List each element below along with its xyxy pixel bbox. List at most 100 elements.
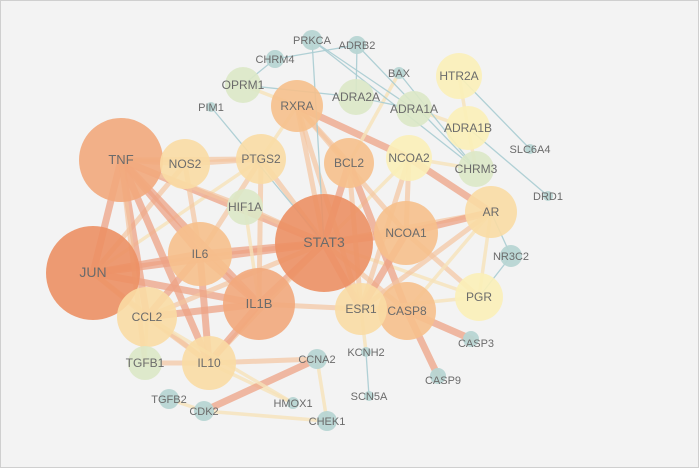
node-label-ccna2: CCNA2 bbox=[298, 354, 335, 366]
node-circle-tgfb1[interactable] bbox=[128, 346, 162, 380]
node-jun[interactable]: JUN bbox=[46, 226, 140, 320]
node-label-kcnh2: KCNH2 bbox=[347, 347, 384, 359]
node-layer: STAT3 JUN TNF IL1B IL6 NCOA1 CASP8 RXRA BCL2 ESR1… bbox=[46, 30, 563, 431]
node-circle-tgfb2[interactable] bbox=[159, 389, 179, 409]
node-circle-il1b[interactable] bbox=[223, 268, 295, 340]
node-ncoa2[interactable]: NCOA2 bbox=[386, 135, 432, 181]
node-circle-ccl2[interactable] bbox=[117, 287, 177, 347]
node-drd1[interactable]: DRD1 bbox=[533, 191, 563, 203]
node-circle-ccna2[interactable] bbox=[307, 349, 327, 369]
edge-chek1-ccna2 bbox=[315, 357, 329, 423]
node-circle-casp8[interactable] bbox=[378, 282, 436, 340]
node-oprm1[interactable]: OPRM1 bbox=[222, 67, 265, 103]
node-pim1[interactable]: PIM1 bbox=[198, 102, 224, 114]
node-hif1a[interactable]: HIF1A bbox=[227, 189, 263, 225]
node-circle-nos2[interactable] bbox=[160, 139, 210, 189]
node-hmox1[interactable]: HMOX1 bbox=[273, 397, 313, 410]
node-adra2a[interactable]: ADRA2A bbox=[332, 79, 380, 115]
node-label-il10: IL10 bbox=[197, 356, 221, 370]
node-circle-casp3[interactable] bbox=[463, 331, 479, 347]
node-circle-pgr[interactable] bbox=[455, 273, 503, 321]
node-label-htr2a: HTR2A bbox=[439, 69, 478, 83]
node-circle-hmox1[interactable] bbox=[287, 397, 299, 409]
node-chrm4[interactable]: CHRM4 bbox=[255, 50, 295, 68]
edge-cdk2-chek1 bbox=[202, 409, 329, 423]
node-casp3[interactable]: CASP3 bbox=[458, 331, 494, 350]
node-chek1[interactable]: CHEK1 bbox=[309, 411, 346, 431]
node-circle-nr3c2[interactable] bbox=[500, 245, 522, 267]
node-cdk2[interactable]: CDK2 bbox=[189, 401, 219, 421]
node-stat3[interactable]: STAT3 bbox=[275, 194, 373, 292]
node-circle-il6[interactable] bbox=[168, 222, 232, 286]
node-circle-chrm3[interactable] bbox=[458, 151, 494, 187]
node-bax[interactable]: BAX bbox=[388, 67, 411, 80]
node-ccl2[interactable]: CCL2 bbox=[117, 287, 177, 347]
node-tgfb2[interactable]: TGFB2 bbox=[151, 389, 187, 409]
node-circle-ptgs2[interactable] bbox=[236, 134, 286, 184]
node-circle-casp9[interactable] bbox=[430, 368, 446, 384]
node-label-adra1a: ADRA1A bbox=[390, 102, 438, 116]
node-ccna2[interactable]: CCNA2 bbox=[298, 349, 336, 369]
node-circle-ncoa2[interactable] bbox=[386, 135, 432, 181]
node-circle-htr2a[interactable] bbox=[436, 53, 482, 99]
node-circle-chrm4[interactable] bbox=[266, 50, 284, 68]
node-nr3c2[interactable]: NR3C2 bbox=[493, 245, 529, 267]
node-ncoa1[interactable]: NCOA1 bbox=[374, 201, 438, 265]
node-scn5a[interactable]: SCN5A bbox=[351, 391, 388, 403]
node-ptgs2[interactable]: PTGS2 bbox=[236, 134, 286, 184]
node-pgr[interactable]: PGR bbox=[455, 273, 503, 321]
node-circle-hif1a[interactable] bbox=[227, 189, 263, 225]
node-label-chrm4: CHRM4 bbox=[255, 54, 294, 66]
node-label-ncoa1: NCOA1 bbox=[385, 226, 427, 240]
node-circle-scn5a[interactable] bbox=[364, 391, 374, 401]
node-circle-chek1[interactable] bbox=[317, 411, 337, 431]
node-bcl2[interactable]: BCL2 bbox=[324, 138, 374, 188]
node-circle-il10[interactable] bbox=[182, 336, 236, 390]
node-htr2a[interactable]: HTR2A bbox=[436, 53, 482, 99]
node-rxra[interactable]: RXRA bbox=[271, 80, 323, 132]
node-tgfb1[interactable]: TGFB1 bbox=[126, 346, 165, 380]
node-circle-bax[interactable] bbox=[393, 67, 405, 79]
node-circle-ar[interactable] bbox=[465, 186, 517, 238]
node-adra1a[interactable]: ADRA1A bbox=[390, 91, 438, 127]
node-casp8[interactable]: CASP8 bbox=[378, 282, 436, 340]
node-circle-esr1[interactable] bbox=[335, 283, 387, 335]
node-circle-jun[interactable] bbox=[46, 226, 140, 320]
node-circle-rxra[interactable] bbox=[271, 80, 323, 132]
node-circle-cdk2[interactable] bbox=[194, 401, 214, 421]
node-label-ptgs2: PTGS2 bbox=[241, 152, 281, 166]
node-circle-adra2a[interactable] bbox=[338, 79, 374, 115]
node-il10[interactable]: IL10 bbox=[182, 336, 236, 390]
node-circle-pim1[interactable] bbox=[206, 102, 216, 112]
node-il6[interactable]: IL6 bbox=[168, 222, 232, 286]
node-circle-slc6a4[interactable] bbox=[525, 144, 535, 154]
node-circle-oprm1[interactable] bbox=[225, 67, 261, 103]
node-circle-drd1[interactable] bbox=[543, 191, 553, 201]
node-ar[interactable]: AR bbox=[465, 186, 517, 238]
node-tnf[interactable]: TNF bbox=[79, 118, 163, 202]
node-circle-ncoa1[interactable] bbox=[374, 201, 438, 265]
node-circle-kcnh2[interactable] bbox=[361, 347, 371, 357]
node-circle-bcl2[interactable] bbox=[324, 138, 374, 188]
node-circle-prkca[interactable] bbox=[302, 30, 322, 50]
node-circle-adra1b[interactable] bbox=[446, 106, 490, 150]
node-chrm3[interactable]: CHRM3 bbox=[455, 151, 498, 187]
node-adrb2[interactable]: ADRB2 bbox=[339, 36, 376, 54]
node-adra1b[interactable]: ADRA1B bbox=[444, 106, 492, 150]
node-slc6a4[interactable]: SLC6A4 bbox=[510, 144, 551, 156]
node-circle-stat3[interactable] bbox=[275, 194, 373, 292]
node-kcnh2[interactable]: KCNH2 bbox=[347, 347, 385, 359]
node-nos2[interactable]: NOS2 bbox=[160, 139, 210, 189]
node-esr1[interactable]: ESR1 bbox=[335, 283, 387, 335]
node-label-jun: JUN bbox=[79, 264, 106, 280]
node-circle-tnf[interactable] bbox=[79, 118, 163, 202]
node-circle-adrb2[interactable] bbox=[348, 36, 366, 54]
node-prkca[interactable]: PRKCA bbox=[293, 30, 332, 50]
node-circle-adra1a[interactable] bbox=[396, 91, 432, 127]
edge-chrm4-adrb2 bbox=[274, 44, 358, 60]
node-casp9[interactable]: CASP9 bbox=[425, 368, 461, 387]
node-label-tgfb1: TGFB1 bbox=[126, 356, 165, 370]
node-il1b[interactable]: IL1B bbox=[223, 268, 295, 340]
